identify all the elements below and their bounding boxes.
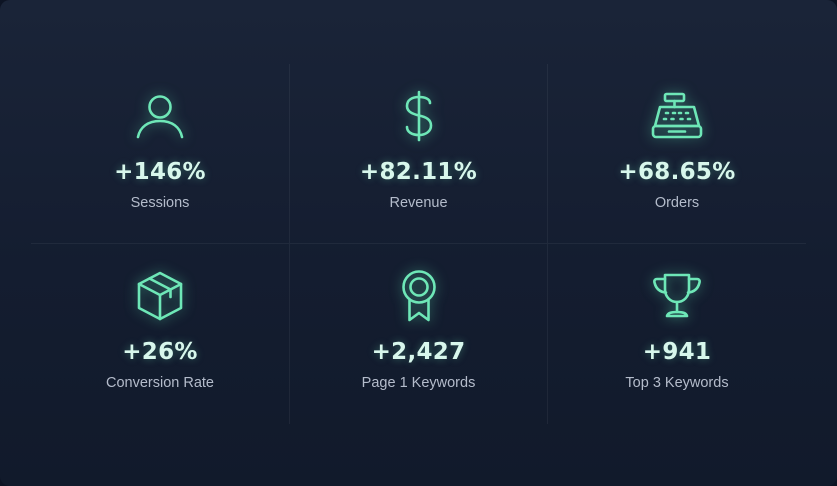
dollar-icon xyxy=(393,90,445,142)
metric-top-3-keywords: +941 Top 3 Keywords xyxy=(548,244,806,424)
metric-revenue: +82.11% Revenue xyxy=(289,64,548,244)
metric-conversion-rate: +26% Conversion Rate xyxy=(31,244,289,424)
metric-value: +2,427 xyxy=(371,339,466,365)
metric-label: Conversion Rate xyxy=(106,375,214,391)
metric-label: Revenue xyxy=(389,195,448,211)
metric-page-1-keywords: +2,427 Page 1 Keywords xyxy=(289,244,548,424)
award-ribbon-icon xyxy=(393,270,445,322)
user-icon xyxy=(134,90,186,142)
metric-label: Sessions xyxy=(130,195,190,211)
box-icon xyxy=(134,270,186,322)
metrics-grid: +146% Sessions +82.11% Revenue xyxy=(31,64,806,424)
metric-label: Orders xyxy=(654,195,700,211)
metric-value: +146% xyxy=(114,159,206,185)
metric-sessions: +146% Sessions xyxy=(31,64,289,244)
metric-label: Page 1 Keywords xyxy=(361,375,476,391)
metric-value: +941 xyxy=(642,339,712,365)
metric-value: +26% xyxy=(122,339,198,365)
metric-orders: +68.65% Orders xyxy=(548,64,806,244)
trophy-icon xyxy=(651,270,703,322)
metric-label: Top 3 Keywords xyxy=(625,375,729,391)
cash-register-icon xyxy=(651,90,703,142)
metric-value: +82.11% xyxy=(359,159,478,185)
metric-value: +68.65% xyxy=(618,159,736,185)
